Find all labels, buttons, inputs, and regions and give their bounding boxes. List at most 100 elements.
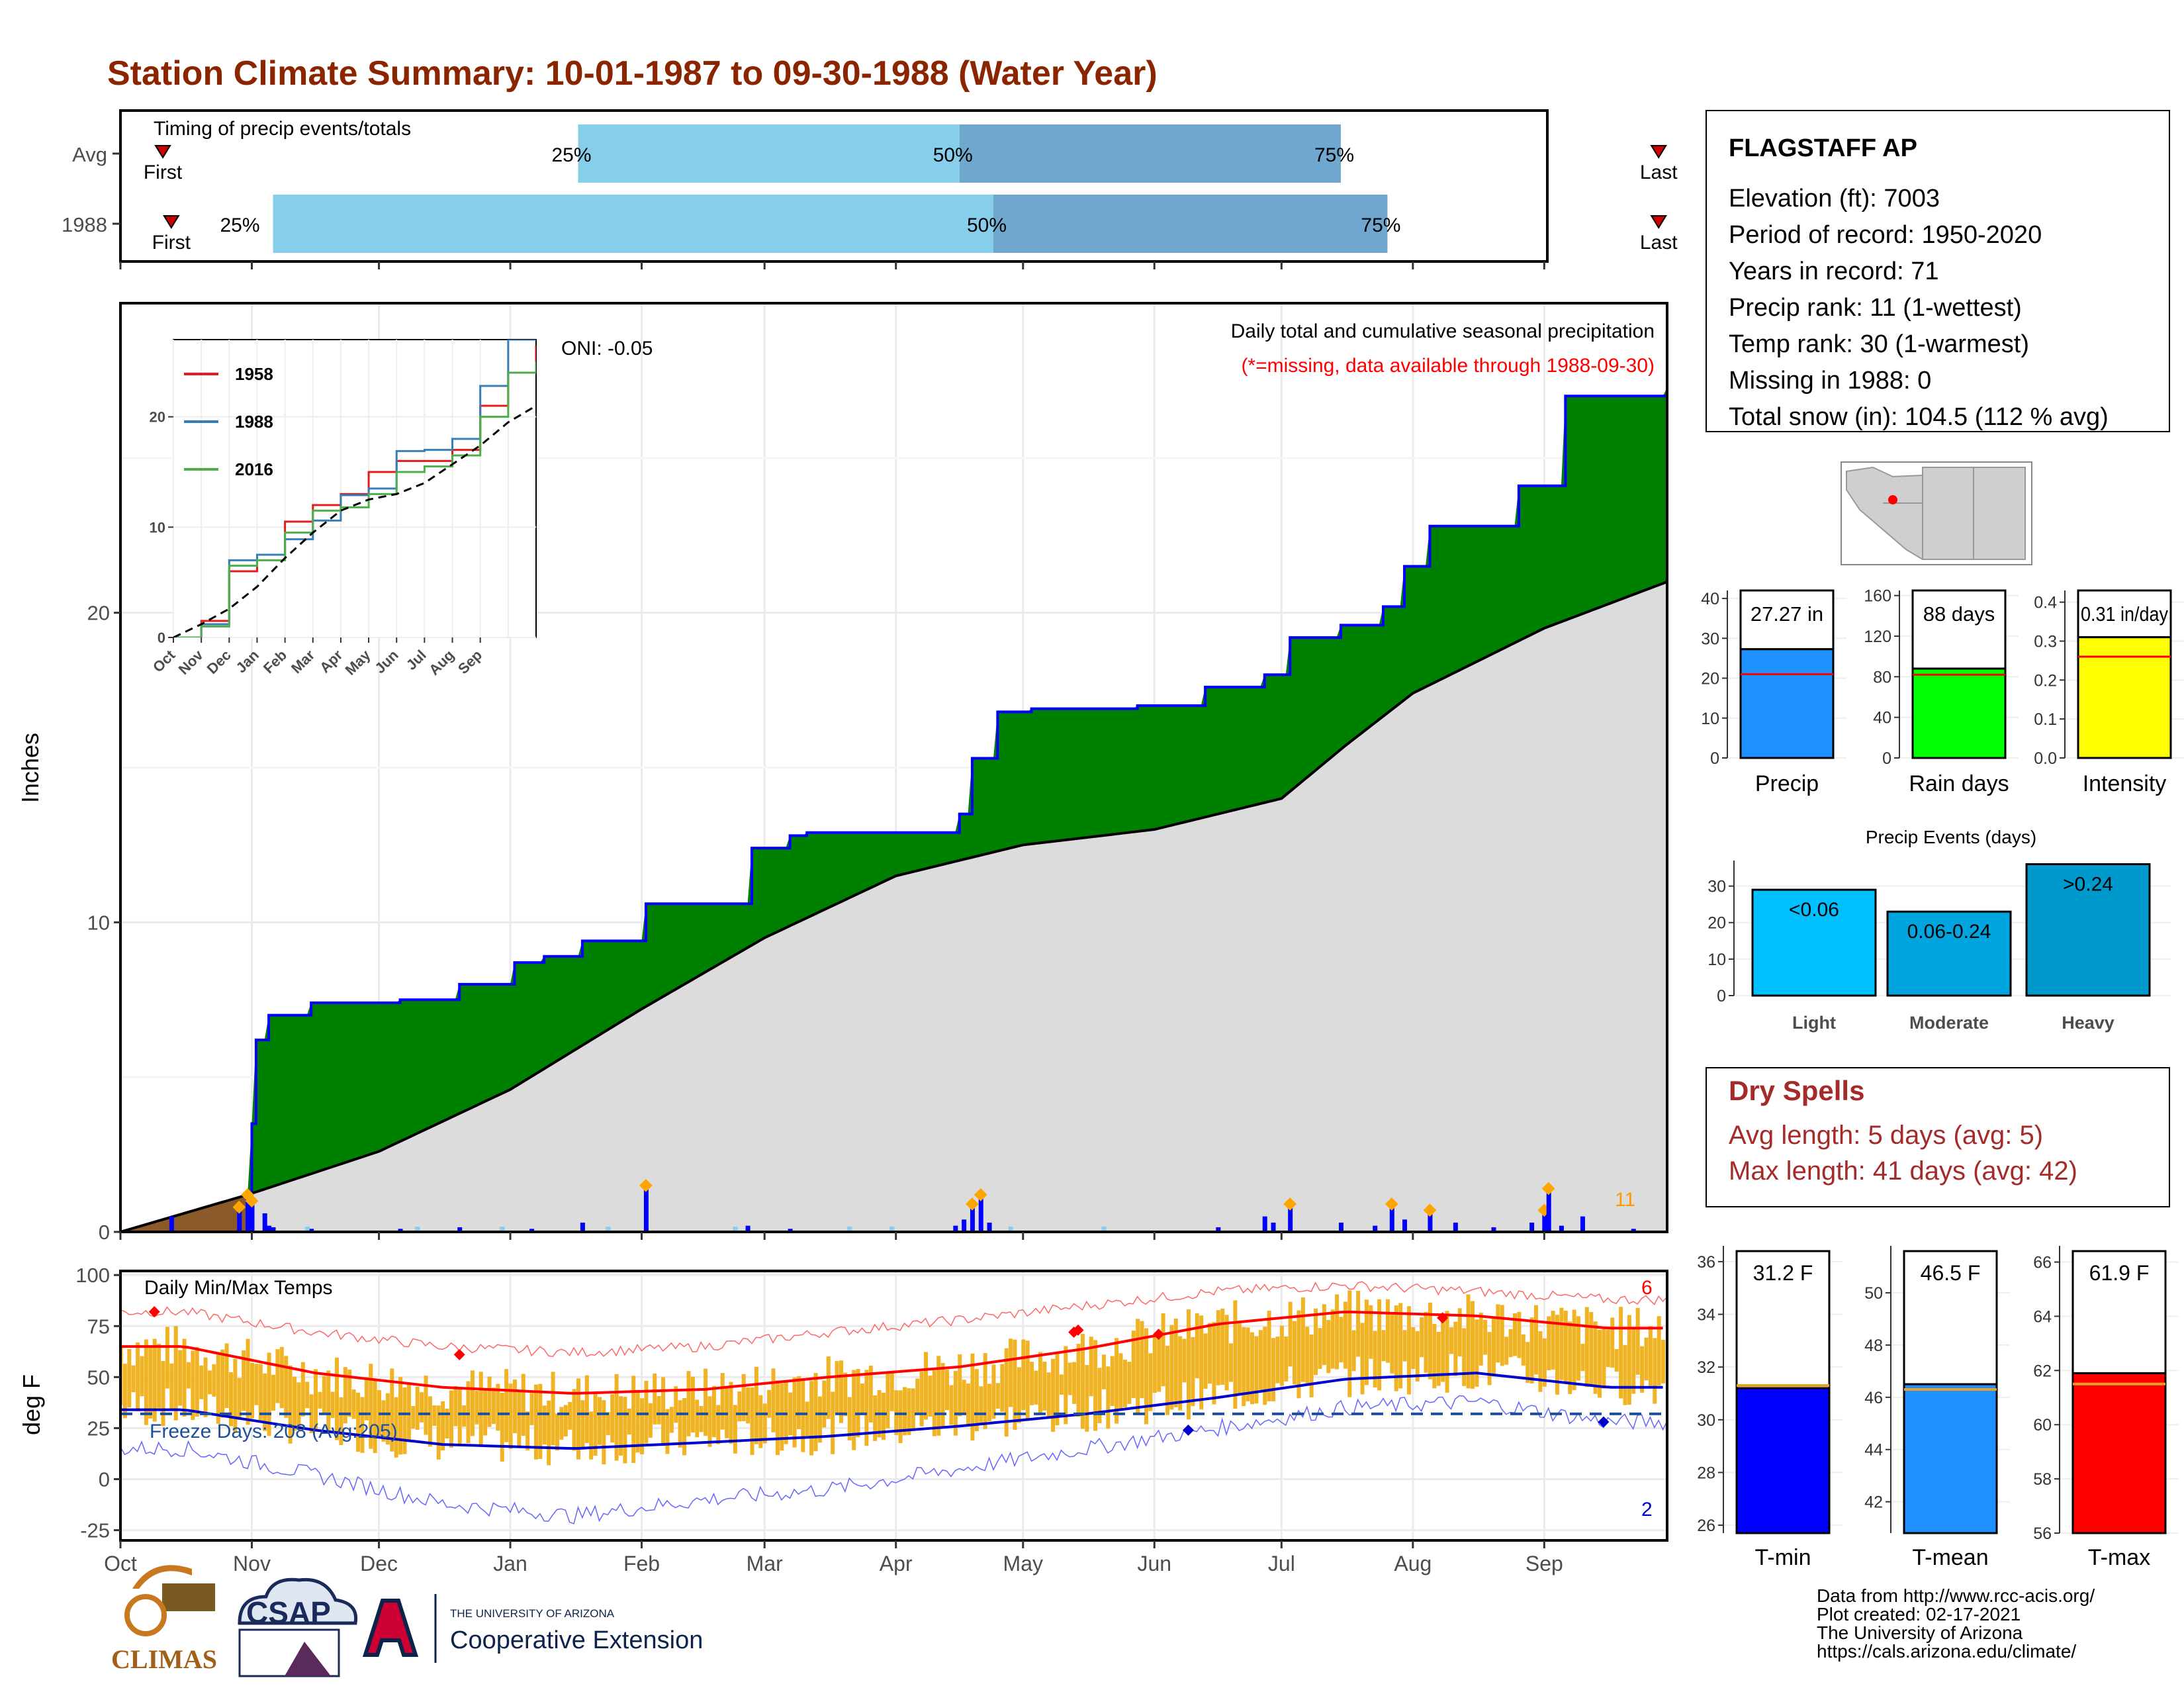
daily-temp-bar bbox=[165, 1327, 169, 1389]
oni-label: ONI: -0.05 bbox=[561, 338, 653, 359]
daily-temp-bar bbox=[224, 1343, 229, 1409]
daily-temp-bar bbox=[394, 1397, 398, 1458]
summary-tick-label: 0.1 bbox=[2034, 710, 2057, 729]
daily-temp-bar bbox=[508, 1383, 513, 1449]
summary-tick-label: 0 bbox=[1882, 749, 1891, 768]
daily-precip-bar bbox=[237, 1207, 242, 1232]
daily-temp-bar bbox=[1508, 1329, 1513, 1358]
daily-temp-bar bbox=[1406, 1306, 1411, 1395]
precip-panel-title: Daily total and cumulative seasonal prec… bbox=[1231, 320, 1655, 342]
daily-temp-bar bbox=[936, 1356, 941, 1436]
daily-temp-bar bbox=[1004, 1348, 1009, 1437]
daily-temp-bar bbox=[1598, 1329, 1602, 1398]
daily-temp-bar bbox=[1089, 1336, 1093, 1397]
daily-temp-bar bbox=[551, 1372, 555, 1446]
station-info-line: Precip rank: 11 (1-wettest) bbox=[1729, 294, 2022, 322]
daily-temp-bar bbox=[737, 1391, 742, 1422]
daily-temp-bar bbox=[207, 1370, 212, 1395]
daily-temp-bar bbox=[1051, 1358, 1056, 1432]
daily-temp-bar bbox=[1563, 1311, 1568, 1384]
daily-temp-bar bbox=[157, 1343, 161, 1409]
daily-temp-bar bbox=[568, 1401, 572, 1430]
daily-temp-bar bbox=[398, 1377, 403, 1455]
daily-precip-bar bbox=[953, 1225, 958, 1232]
record-precip-marker bbox=[1283, 1197, 1297, 1211]
climas-logo-sun bbox=[124, 1594, 167, 1636]
daily-temp-bar bbox=[1513, 1313, 1518, 1356]
daily-temp-bar bbox=[1326, 1319, 1331, 1374]
daily-precip-bar bbox=[169, 1216, 174, 1232]
summary-bar-1 bbox=[1911, 667, 2007, 759]
daily-temp-bar bbox=[1106, 1366, 1111, 1429]
daily-temp-bar bbox=[1529, 1317, 1534, 1383]
snow-day-mark bbox=[500, 1227, 505, 1232]
daily-temp-bar bbox=[1195, 1313, 1199, 1379]
daily-temp-bar bbox=[1212, 1322, 1216, 1405]
daily-temp-bar bbox=[1657, 1316, 1661, 1386]
daily-precip-bar bbox=[250, 1201, 255, 1232]
daily-temp-bar bbox=[424, 1376, 428, 1435]
daily-temp-bar bbox=[682, 1397, 687, 1456]
daily-temp-bar bbox=[835, 1361, 839, 1414]
daily-temp-bar bbox=[1631, 1329, 1636, 1394]
events-bar-2 bbox=[2025, 863, 2151, 997]
daily-temp-bar bbox=[288, 1365, 293, 1444]
snow-day-mark bbox=[415, 1227, 420, 1232]
daily-temp-bar bbox=[1182, 1338, 1187, 1383]
cumulative-1988-line bbox=[120, 387, 1667, 1232]
record-min-line bbox=[120, 1395, 1667, 1524]
daily-temp-bar bbox=[1203, 1333, 1208, 1389]
first-event-marker bbox=[154, 145, 171, 159]
events-tick-label: 10 bbox=[1707, 951, 1726, 969]
temp-summary-tick-label: 48 bbox=[1864, 1336, 1883, 1355]
daily-temp-bar bbox=[1589, 1312, 1594, 1387]
daily-temp-bar bbox=[729, 1382, 733, 1444]
daily-temp-bar bbox=[1199, 1315, 1204, 1410]
temp-summary-tick-label: 58 bbox=[2033, 1470, 2052, 1489]
daily-temp-bar bbox=[538, 1383, 543, 1460]
daily-temp-bar bbox=[707, 1396, 712, 1447]
daily-temp-bar bbox=[1491, 1317, 1496, 1377]
events-tick-label: 0 bbox=[1717, 987, 1726, 1006]
daily-temp-bar bbox=[161, 1361, 165, 1427]
daily-temp-bar bbox=[1500, 1305, 1504, 1366]
daily-temp-bar bbox=[695, 1399, 700, 1438]
daily-temp-bar bbox=[1606, 1329, 1610, 1368]
summary-tick-label: 20 bbox=[1701, 670, 1719, 688]
arizona-locator-map bbox=[1841, 461, 2032, 565]
temp-summary-remaining bbox=[1903, 1250, 1998, 1385]
daily-temp-bar bbox=[1148, 1353, 1153, 1411]
daily-precip-bar bbox=[1559, 1225, 1564, 1232]
month-tick-label: Jun bbox=[1137, 1552, 1171, 1575]
daily-temp-bar bbox=[661, 1377, 666, 1446]
daily-temp-bar bbox=[716, 1405, 721, 1444]
record-lows-count: 2 bbox=[1641, 1499, 1653, 1521]
temp-summary-tick-label: 32 bbox=[1697, 1358, 1715, 1377]
daily-temp-bar bbox=[1216, 1310, 1220, 1385]
daily-temp-bar bbox=[1093, 1340, 1098, 1431]
daily-temp-bar bbox=[1385, 1299, 1390, 1363]
daily-temp-bar bbox=[1157, 1331, 1161, 1392]
daily-temp-bar bbox=[898, 1390, 903, 1444]
daily-precip-bar bbox=[987, 1222, 992, 1232]
daily-precip-bar bbox=[1491, 1227, 1496, 1232]
temp-summary-tick-label: 34 bbox=[1697, 1306, 1715, 1325]
daily-temp-bar bbox=[1059, 1374, 1064, 1395]
daily-temp-bar bbox=[1110, 1356, 1115, 1406]
daily-temp-bar bbox=[631, 1376, 636, 1464]
daily-temp-bar bbox=[572, 1389, 576, 1451]
daily-temp-bar bbox=[1411, 1327, 1416, 1370]
daily-temp-bar bbox=[1208, 1323, 1212, 1384]
daily-temp-bar bbox=[1487, 1332, 1492, 1385]
daily-temp-bar bbox=[788, 1392, 793, 1436]
daily-temp-bar bbox=[1152, 1335, 1157, 1393]
dry-spells-frame bbox=[1706, 1067, 2170, 1207]
temp-y-tick-label: 75 bbox=[87, 1315, 110, 1338]
record-high-marker bbox=[1437, 1312, 1449, 1324]
summary-tick-label: 0 bbox=[1710, 749, 1719, 768]
daily-temp-bar bbox=[182, 1338, 187, 1417]
daily-temp-bar bbox=[1457, 1308, 1462, 1357]
daily-temp-bar bbox=[1441, 1319, 1445, 1382]
temperature-panel: -25 0 25 50 75 100 Daily Min/Max Temps Freeze… bbox=[18, 1264, 1668, 1575]
daily-temp-bar bbox=[242, 1350, 246, 1411]
